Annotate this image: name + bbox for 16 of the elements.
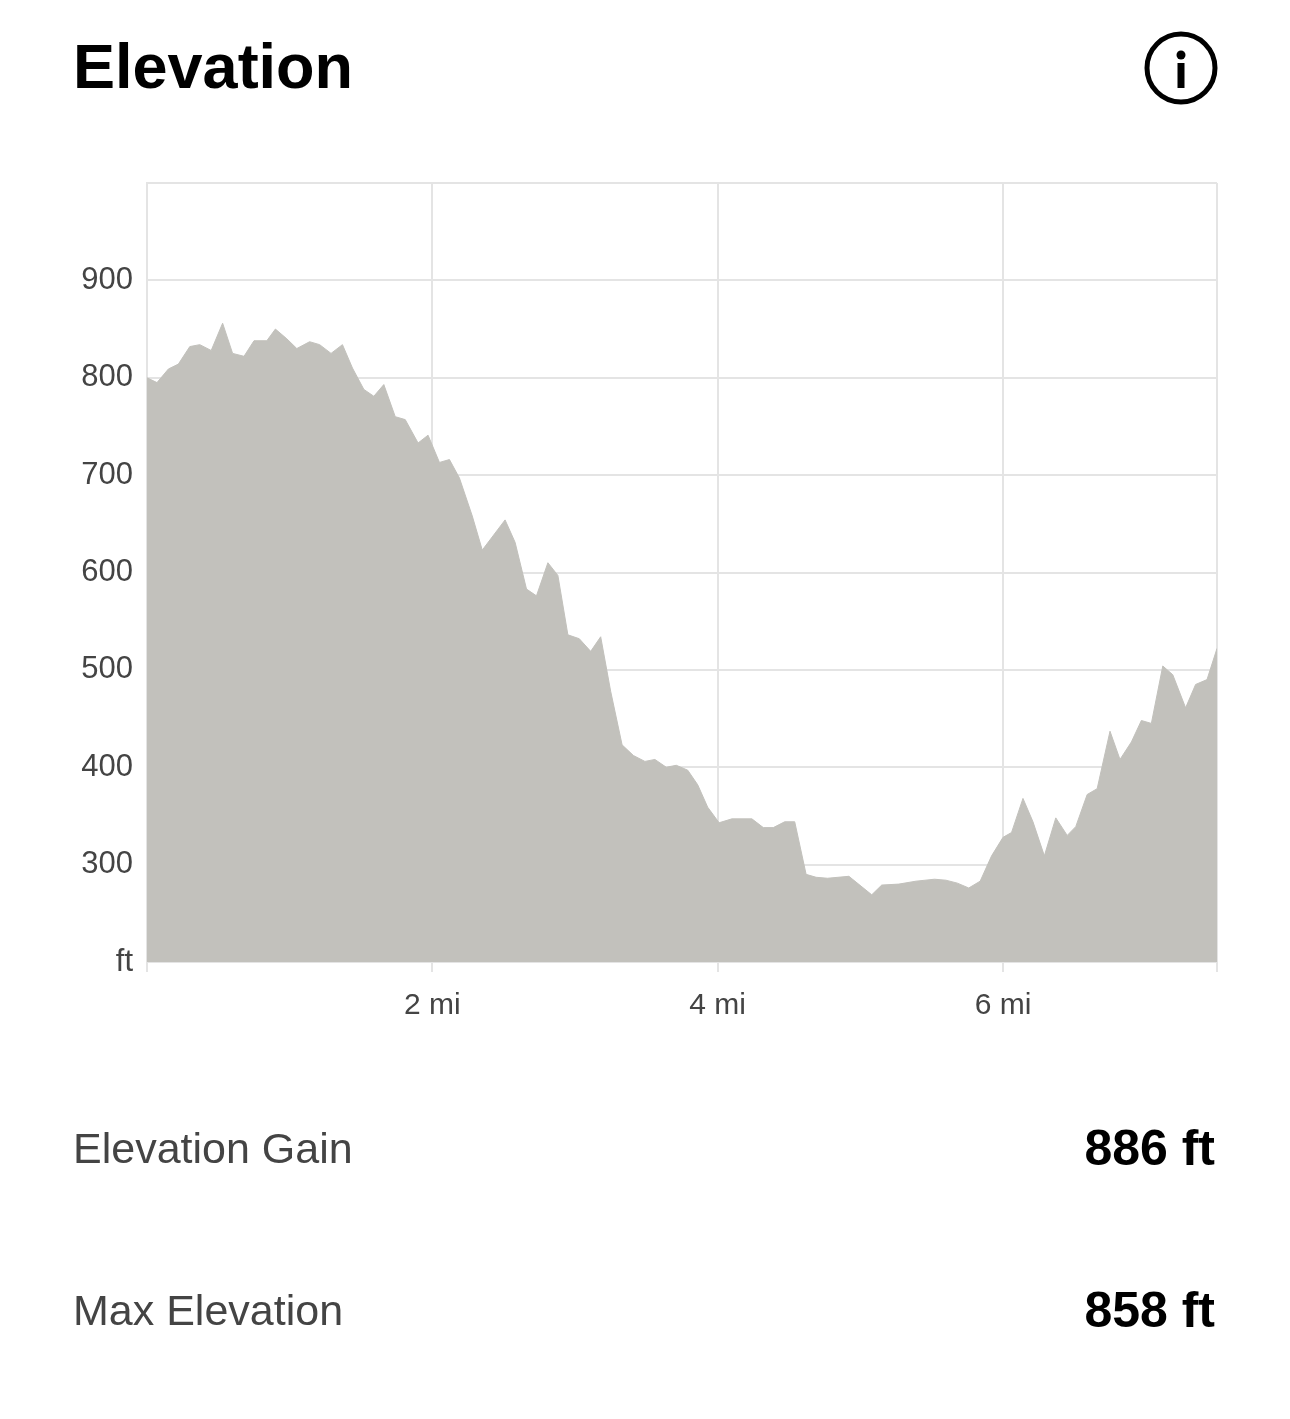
y-tick-label: 800 — [81, 358, 133, 394]
x-tick-label: 2 mi — [403, 987, 461, 1021]
x-tick-label: 6 mi — [974, 987, 1032, 1021]
y-tick-label: 400 — [81, 747, 133, 783]
x-tick-label: 4 mi — [689, 987, 747, 1021]
chart-title: Elevation — [73, 30, 354, 103]
y-tick-label: 700 — [81, 455, 133, 491]
text: 858 ft — [1084, 1281, 1215, 1339]
text: Max Elevation — [73, 1285, 344, 1335]
y-tick-label: ft — [115, 942, 134, 978]
y-tick-label: 600 — [81, 553, 133, 589]
text: 886 ft — [1084, 1119, 1215, 1177]
y-tick-label: 900 — [81, 260, 133, 296]
y-tick-label: 500 — [81, 650, 133, 686]
y-tick-label: 300 — [81, 845, 133, 881]
text: Elevation Gain — [73, 1123, 353, 1173]
